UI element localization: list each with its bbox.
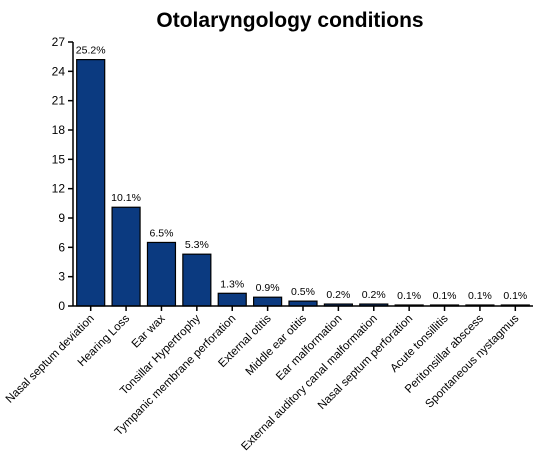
data-label: 0.5%: [291, 286, 315, 298]
chart-title: Otolaryngology conditions: [156, 9, 423, 32]
data-label: 25.2%: [76, 45, 106, 57]
y-tick-label: 9: [58, 211, 65, 225]
y-tick-label: 12: [52, 182, 66, 196]
data-label: 0.1%: [503, 290, 527, 302]
bars-group: 25.2% 10.1% 6.5% 5.3% 1.3% 0.9% 0.5% 0.2% 0.2% 0.…: [76, 45, 530, 307]
y-tick-label: 24: [52, 64, 66, 78]
data-label: 0.1%: [397, 290, 421, 302]
x-tick-label: Middle ear otitis: [244, 312, 310, 378]
y-tick-label: 21: [52, 94, 66, 108]
data-label: 1.3%: [220, 278, 244, 290]
data-label: 0.9%: [256, 282, 280, 294]
data-label: 10.1%: [111, 192, 141, 204]
bar: [253, 296, 283, 307]
data-label: 0.1%: [468, 290, 492, 302]
y-tick-label: 15: [52, 152, 66, 166]
bar: [76, 58, 106, 307]
y-tick-label: 6: [58, 240, 65, 254]
y-axis: 0 3 6 9 12 15 18 21 24 27: [52, 35, 74, 313]
data-label: 6.5%: [149, 227, 173, 239]
y-tick-label: 18: [52, 123, 66, 137]
y-tick-label: 27: [52, 35, 66, 49]
data-label: 5.3%: [185, 239, 209, 251]
bar: [146, 241, 177, 307]
data-label: 0.1%: [433, 290, 457, 302]
bar: [217, 292, 247, 307]
y-tick-label: 3: [58, 270, 65, 284]
bar: [182, 253, 212, 307]
y-tick-label: 0: [58, 299, 65, 313]
data-label: 0.2%: [326, 289, 350, 301]
data-label: 0.2%: [362, 289, 386, 301]
bar: [111, 206, 141, 307]
x-tick-label: Ear malformation: [274, 313, 344, 383]
